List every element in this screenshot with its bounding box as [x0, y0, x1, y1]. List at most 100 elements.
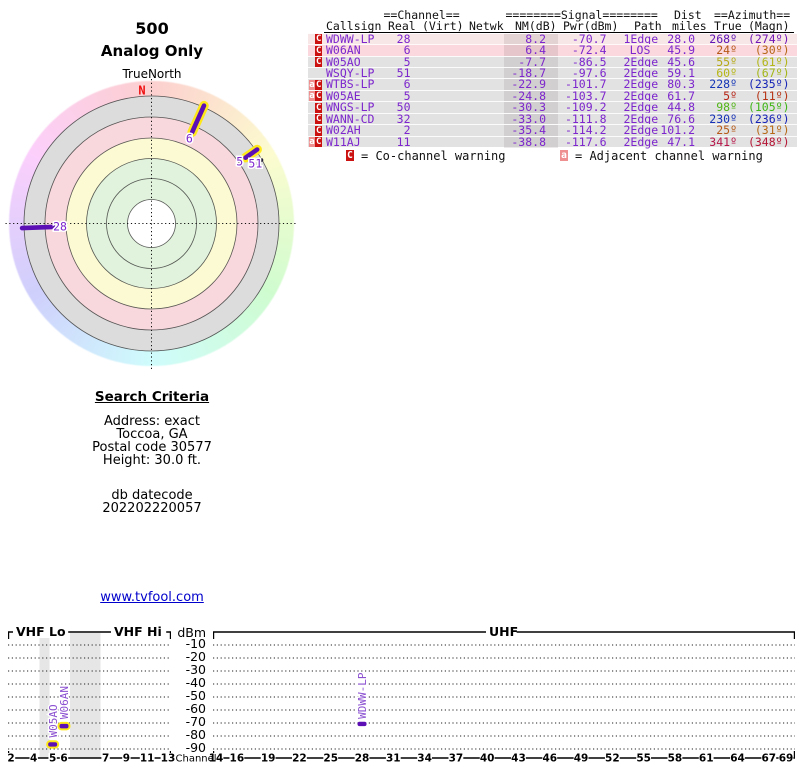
- cell-magn-azimuth: (236º): [747, 111, 790, 126]
- north-label: N: [138, 84, 145, 98]
- cell-real-channel: 28: [396, 31, 411, 46]
- cell-pwr: -109.2: [564, 100, 607, 115]
- cell-magn-azimuth: (105º): [747, 100, 790, 115]
- cell-nm: -38.8: [511, 134, 546, 149]
- spectrum-marker-label: W06AN: [58, 686, 71, 719]
- channel-tick-label: 14: [209, 753, 224, 765]
- cell-real-channel: 32: [396, 111, 411, 126]
- channel-tick-label: 11: [140, 753, 155, 765]
- cell-real-channel: 50: [396, 100, 411, 115]
- cell-callsign: W05AE: [326, 88, 361, 103]
- channel-tick-label: 64: [730, 753, 745, 765]
- cell-nm: 6.4: [525, 43, 546, 58]
- cell-path: 2Edge: [623, 134, 659, 149]
- band-label-vhf-lo: VHF Lo: [16, 624, 66, 639]
- channel-tick-label: 46: [542, 753, 557, 765]
- cell-true-azimuth: 98º: [716, 100, 737, 115]
- radar-marker-label: 5: [236, 155, 243, 169]
- channel-tick-label: 6: [60, 753, 67, 765]
- cell-miles: 61.7: [667, 88, 695, 103]
- channel-tick-label: 4: [30, 753, 37, 765]
- channel-tick-label: 13: [161, 753, 176, 765]
- y-tick-label: -60: [186, 701, 206, 716]
- cell-true-azimuth: 25º: [716, 123, 737, 138]
- search-criteria-line: Height: 30.0 ft.: [102, 452, 202, 468]
- channel-tick-label: 61: [699, 753, 714, 765]
- table-header-groups: ==Channel== ========Signal======== Dist ==A…: [308, 7, 800, 22]
- y-tick-label: -70: [186, 714, 206, 729]
- y-tick-label: -50: [186, 688, 206, 703]
- cell-miles: 45.6: [667, 54, 695, 69]
- cell-nm: -33.0: [511, 111, 546, 126]
- header-channel-group: ==Channel==: [383, 7, 460, 22]
- cell-magn-azimuth: (31º): [754, 123, 790, 138]
- cell-pwr: -101.7: [564, 77, 607, 92]
- cell-nm: -35.4: [511, 123, 546, 138]
- radar-plot: 6 5 51 28 N: [5, 79, 297, 369]
- cell-true-azimuth: 60º: [716, 66, 737, 81]
- cell-magn-azimuth: (11º): [754, 88, 790, 103]
- header-netwk: Netwk: [469, 19, 504, 34]
- cell-miles: 44.8: [667, 100, 695, 115]
- cell-nm: -22.9: [511, 77, 546, 92]
- radar-marker-label: 6: [186, 132, 193, 146]
- cell-pwr: -111.8: [564, 111, 607, 126]
- header-real: Real: [388, 19, 416, 34]
- spectrum-marker-label: W05AO: [47, 704, 60, 737]
- co-warning-badge: C: [315, 57, 323, 68]
- cell-callsign: WANN-CD: [326, 111, 375, 126]
- cell-pwr: -117.6: [564, 134, 607, 149]
- table-row: a C W05AE 5 -24.8 -103.7 2Edge 61.7 5º (11º): [308, 88, 797, 103]
- cell-path: 2Edge: [623, 54, 659, 69]
- vhf-gap-stripe: [39, 633, 50, 758]
- spectrum-marker: [357, 721, 367, 727]
- cell-nm: -30.3: [511, 100, 546, 115]
- channel-tick-label: 69: [779, 753, 794, 765]
- db-datecode-line: db datecode: [111, 487, 193, 503]
- cell-miles: 59.1: [667, 66, 695, 81]
- legend-co-badge: C: [346, 149, 354, 161]
- band-label-uhf: UHF: [489, 624, 518, 639]
- channel-tick-label: 25: [323, 753, 338, 765]
- spectrum-marker: [59, 723, 69, 729]
- cell-true-azimuth: 24º: [716, 43, 737, 58]
- radar-marker: [19, 224, 56, 231]
- cell-miles: 47.1: [667, 134, 695, 149]
- header-nm: NM(dB): [515, 19, 557, 34]
- cell-true-azimuth: 55º: [716, 54, 737, 69]
- cell-callsign: WSQY-LP: [326, 66, 375, 81]
- co-warning-badge: C: [315, 102, 323, 113]
- channel-tick-label: 40: [480, 753, 495, 765]
- cell-real-channel: 6: [403, 77, 411, 92]
- x-axis-title: Channel: [176, 754, 217, 765]
- cell-real-channel: 5: [403, 88, 411, 103]
- table-row: C W02AH 2 -35.4 -114.2 2Edge 101.2 25º (31º): [308, 123, 797, 138]
- cell-magn-azimuth: (274º): [747, 31, 790, 46]
- channel-tick-label: 37: [449, 753, 464, 765]
- co-warning-badge: C: [315, 45, 323, 56]
- y-tick-label: -10: [186, 636, 206, 651]
- radar-marker: [243, 147, 260, 161]
- cell-nm: -24.8: [511, 88, 546, 103]
- station-table: ==Channel== ========Signal======== Dist ==A…: [308, 0, 800, 166]
- tvfool-link-anchor[interactable]: www.tvfool.com: [100, 589, 204, 605]
- table-row: C W05AO 5 -7.7 -86.5 2Edge 45.6 55º (61º): [308, 54, 797, 69]
- signal-spectrum-chart: VHF Lo VHF Hi UHFdBm-10-20-30-40-50-60-70-…: [6, 624, 796, 765]
- cell-pwr: -70.7: [571, 31, 607, 46]
- cell-path: 2Edge: [623, 88, 659, 103]
- nm-column-shade: [504, 90, 558, 103]
- header-miles: miles: [672, 19, 707, 34]
- header-path: Path: [634, 19, 662, 34]
- channel-tick-label: 19: [261, 753, 276, 765]
- co-warning-badge: C: [315, 125, 323, 136]
- channel-tick-label: 31: [386, 753, 401, 765]
- co-warning-badge: C: [315, 137, 323, 148]
- cell-callsign: WDWW-LP: [326, 31, 375, 46]
- channel-tick-label: 28: [355, 753, 370, 765]
- y-tick-label: -90: [186, 740, 206, 755]
- adjacent-warning-badge: a: [308, 91, 316, 102]
- cell-real-channel: 2: [403, 123, 411, 138]
- cell-nm: 8.2: [525, 31, 546, 46]
- y-tick-label: -40: [186, 675, 206, 690]
- cell-path: LOS: [629, 43, 651, 58]
